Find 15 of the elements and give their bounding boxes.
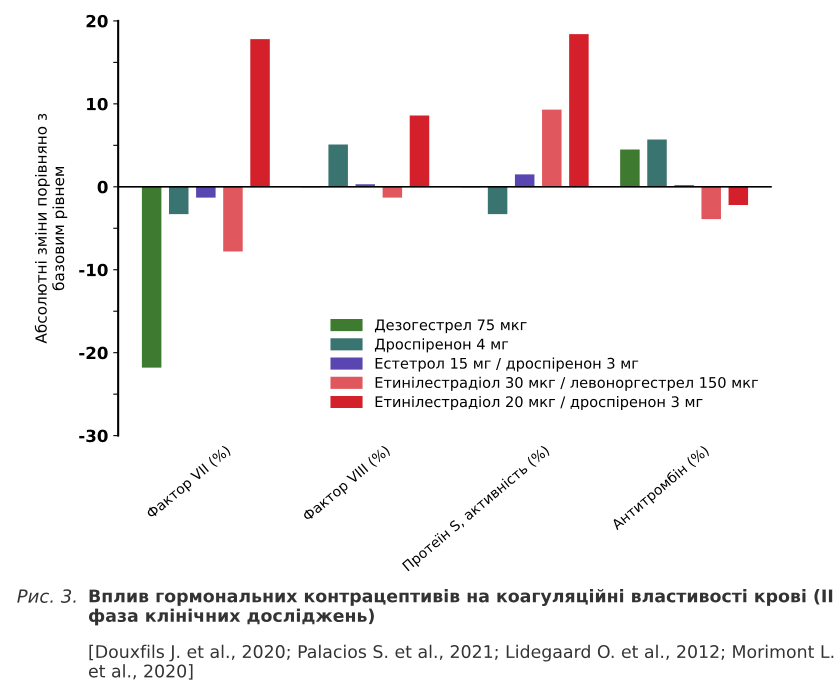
- y-tick-label: -30: [79, 430, 108, 442]
- legend-label: Етинілестрадіол 20 мкг / дроспіренон 3 мг: [376, 396, 702, 410]
- legend-label: Естетрол 15 мг / дроспіренон 3 мг: [376, 358, 638, 372]
- legend-label: Дезогестрел 75 мкг: [374, 320, 527, 334]
- text: Рис. 3.: [17, 589, 76, 603]
- y-tick-label: 0: [98, 180, 108, 194]
- y-tick-label: -10: [79, 264, 108, 276]
- text: Вплив гормональних контрацептивів на коагуляційні властивості крові (ІІ фаза клінічних досліджень): [88, 588, 832, 626]
- y-axis-title: Абсолютні зміни порівняно з базовим рівнем: [34, 114, 68, 344]
- text: [Douxfils J. et al., 2020; Palacios S. et al., 2021; Lidegaard O. et al., 2012; Morimont L. et al., 2020]: [88, 644, 834, 680]
- legend-label: Етинілестрадіол 30 мкг / левоноргестрел 150 мкг: [376, 376, 758, 391]
- legend-label: Дроспіренон 4 мг: [374, 338, 508, 352]
- y-tick-label: 20: [86, 14, 108, 28]
- y-tick-label: -20: [79, 346, 108, 360]
- y-tick-label: 10: [87, 98, 108, 110]
